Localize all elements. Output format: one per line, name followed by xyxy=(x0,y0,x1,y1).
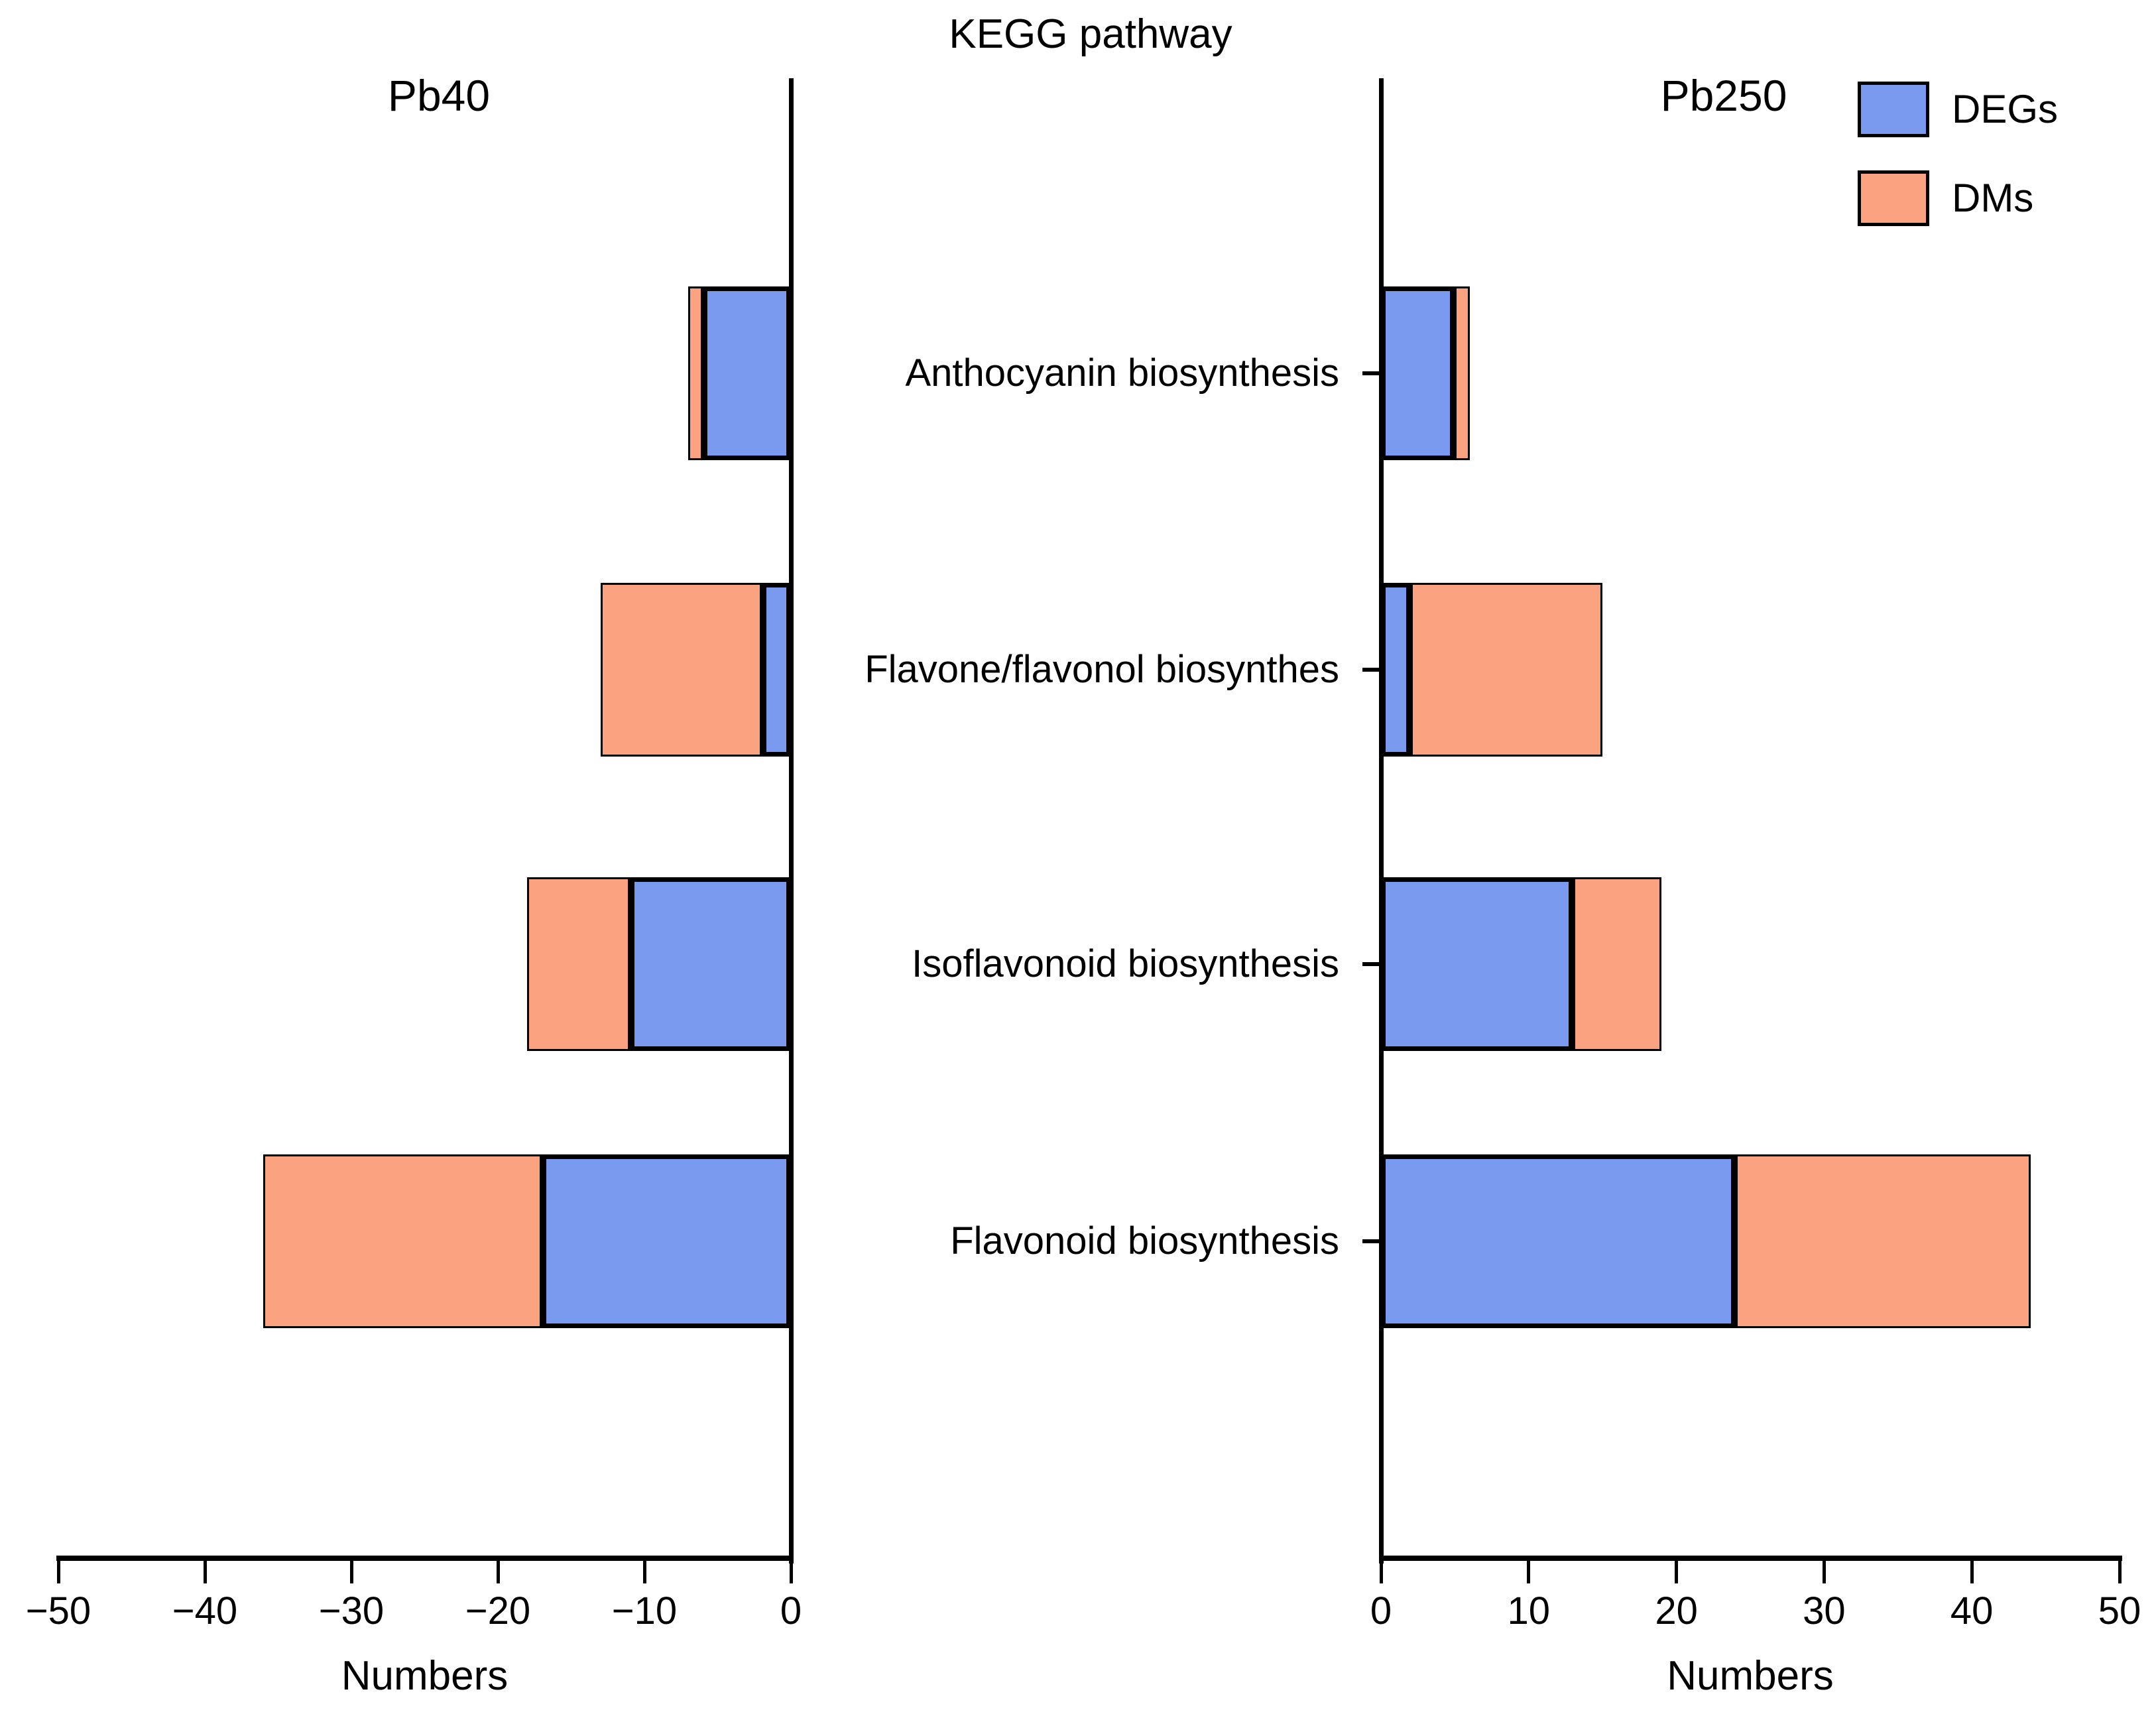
x-tick-label: 20 xyxy=(1655,1589,1698,1632)
x-tick-label: 0 xyxy=(1370,1589,1392,1632)
x-tick-label: −20 xyxy=(465,1589,531,1632)
x-axis-title-pb250: Numbers xyxy=(1667,1653,1834,1699)
dms-bar xyxy=(600,583,762,757)
x-axis-pb250 xyxy=(1379,1556,2122,1561)
degs-bar xyxy=(1381,1154,1736,1328)
x-tick xyxy=(789,1558,793,1583)
chart-title: KEGG pathway xyxy=(949,11,1232,57)
x-tick-label: −10 xyxy=(611,1589,678,1632)
x-axis-title-pb40: Numbers xyxy=(341,1653,509,1699)
x-tick xyxy=(2118,1558,2122,1583)
dms-bar xyxy=(1735,1154,2031,1328)
legend-label-dms: DMs xyxy=(1952,176,2034,220)
x-tick-label: 30 xyxy=(1803,1589,1846,1632)
category-tick xyxy=(1362,371,1380,375)
panel-label-pb40: Pb40 xyxy=(387,71,491,120)
dms-bar xyxy=(688,286,703,460)
x-tick xyxy=(203,1558,207,1583)
x-tick xyxy=(496,1558,500,1583)
degs-bar xyxy=(542,1154,791,1328)
degs-bar xyxy=(1381,583,1411,757)
category-label: Flavonoid biosynthesis xyxy=(950,1219,1339,1262)
x-tick-label: −40 xyxy=(172,1589,238,1632)
legend-label-degs: DEGs xyxy=(1952,87,2059,131)
category-label: Flavone/flavonol biosynthes xyxy=(865,648,1339,691)
legend-item-degs: DEGs xyxy=(1858,78,2058,141)
dms-bar xyxy=(1573,877,1662,1051)
degs-bar xyxy=(1381,877,1573,1051)
x-tick-label: 0 xyxy=(780,1589,802,1632)
legend: DEGs DMs xyxy=(1858,78,2058,256)
degs-bar xyxy=(761,583,791,757)
x-axis-pb40 xyxy=(56,1556,794,1561)
category-tick xyxy=(1362,668,1380,672)
x-tick xyxy=(56,1558,60,1583)
degs-bar xyxy=(703,286,791,460)
category-tick xyxy=(1362,962,1380,966)
x-tick xyxy=(642,1558,646,1583)
x-tick xyxy=(1527,1558,1531,1583)
x-tick xyxy=(1675,1558,1679,1583)
x-tick-label: −50 xyxy=(25,1589,91,1632)
panel-label-pb250: Pb250 xyxy=(1660,71,1787,120)
x-tick xyxy=(349,1558,353,1583)
x-tick-label: −30 xyxy=(318,1589,385,1632)
degs-bar xyxy=(1381,286,1455,460)
y-axis-pb250 xyxy=(1379,78,1384,1564)
dms-bar xyxy=(527,877,630,1051)
x-tick xyxy=(1970,1558,1974,1583)
x-tick xyxy=(1379,1558,1383,1583)
x-tick-label: 40 xyxy=(1950,1589,1994,1632)
category-label: Isoflavonoid biosynthesis xyxy=(912,942,1339,985)
x-tick xyxy=(1822,1558,1826,1583)
x-tick-label: 10 xyxy=(1507,1589,1551,1632)
dms-bar xyxy=(263,1154,542,1328)
degs-swatch xyxy=(1858,82,1929,137)
y-axis-pb40 xyxy=(789,78,794,1564)
legend-item-dms: DMs xyxy=(1858,167,2058,229)
dms-bar xyxy=(1410,583,1603,757)
dms-swatch xyxy=(1858,170,1929,226)
category-label: Anthocyanin biosynthesis xyxy=(905,351,1339,395)
dms-bar xyxy=(1455,286,1470,460)
category-tick xyxy=(1362,1239,1380,1243)
degs-bar xyxy=(629,877,791,1051)
x-tick-label: 50 xyxy=(2098,1589,2141,1632)
